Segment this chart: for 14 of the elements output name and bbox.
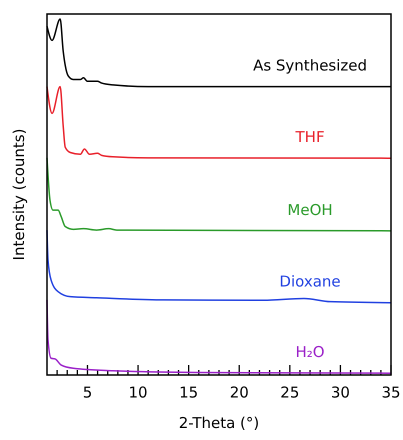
x-tick-label: 20 — [230, 384, 249, 402]
series-label: THF — [294, 128, 325, 146]
x-tick-label: 25 — [280, 384, 300, 402]
series-label: H₂O — [296, 343, 325, 362]
x-tick-label: 15 — [179, 384, 198, 402]
y-axis-title: Intensity (counts) — [10, 128, 28, 260]
x-tick-label: 5 — [82, 384, 92, 402]
x-tick-label: 35 — [381, 384, 401, 402]
series-label: Dioxane — [279, 272, 341, 291]
x-tick-label: 10 — [128, 384, 148, 402]
x-axis-title: 2-Theta (°) — [178, 414, 260, 432]
x-tick-label: 30 — [330, 384, 350, 402]
series-label: MeOH — [287, 200, 333, 219]
series-label: As Synthesized — [253, 56, 368, 75]
